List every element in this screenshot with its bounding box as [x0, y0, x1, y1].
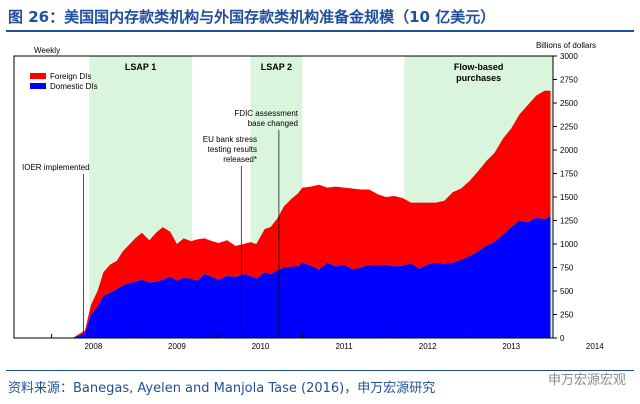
x-axis: 2008 2009 2010 2011 2012 2013 2014: [51, 334, 604, 351]
y-tick-label: 500: [560, 287, 574, 296]
y-tick-label: 2750: [560, 76, 578, 85]
source-note: 资料来源：Banegas, Ayelen and Manjola Tase (2…: [8, 381, 436, 396]
series-foreign-dis: [51, 90, 551, 338]
shaded-period-label-0: LSAP 1: [125, 62, 156, 72]
legend-swatch-0: [30, 73, 46, 79]
y-axis: 0 250 500 750 1000 1250 1500 1750 2000 2250 2500 27…: [553, 52, 578, 343]
units-label: Billions of dollars: [536, 41, 596, 50]
stacked-areas: [51, 90, 551, 338]
x-tick-label: 2013: [502, 342, 520, 351]
y-tick-label: 2500: [560, 99, 578, 108]
y-tick-label: 250: [560, 311, 574, 320]
legend-label-1: Domestic DIs: [50, 82, 98, 91]
y-tick-label: 2000: [560, 146, 578, 155]
y-tick-label: 1750: [560, 170, 578, 179]
source-rule: [6, 370, 634, 371]
legend-label-0: Foreign DIs: [50, 72, 91, 81]
annotation-text-1: testing results: [208, 145, 257, 154]
y-tick-label: 750: [560, 264, 574, 273]
annotation-text-1: released*: [223, 155, 257, 164]
x-tick-label: 2012: [419, 342, 437, 351]
y-tick-label: 1500: [560, 193, 578, 202]
annotation-text-2: FDIC assessment: [234, 109, 298, 118]
x-tick-label: 2014: [586, 342, 604, 351]
title-rule: [6, 30, 634, 32]
y-tick-label: 0: [560, 334, 565, 343]
y-tick-label: 3000: [560, 52, 578, 61]
series-domestic-dis: [51, 215, 551, 338]
y-tick-label: 1000: [560, 240, 578, 249]
watermark-logo: 申万宏源宏观: [547, 373, 626, 388]
figure-title: 图 26：美国国内存款类机构与外国存款类机构准备金规模（10 亿美元）: [8, 8, 496, 26]
annotation-text-1: EU bank stress: [203, 135, 257, 144]
y-tick-label: 2250: [560, 123, 578, 132]
x-tick-label: 2010: [252, 342, 270, 351]
shaded-period-label-2: Flow-based: [454, 62, 504, 72]
shaded-period-label-2: purchases: [456, 73, 501, 83]
y-tick-label: 1250: [560, 217, 578, 226]
x-tick-label: 2008: [84, 342, 102, 351]
x-tick-label: 2011: [335, 342, 353, 351]
annotation-text-2: base changed: [248, 119, 298, 128]
frequency-label: Weekly: [34, 46, 60, 55]
legend-swatch-1: [30, 83, 46, 89]
shaded-period-label-1: LSAP 2: [261, 62, 292, 72]
annotation-text-0: IOER implemented: [22, 163, 90, 172]
x-tick-label: 2009: [168, 342, 186, 351]
